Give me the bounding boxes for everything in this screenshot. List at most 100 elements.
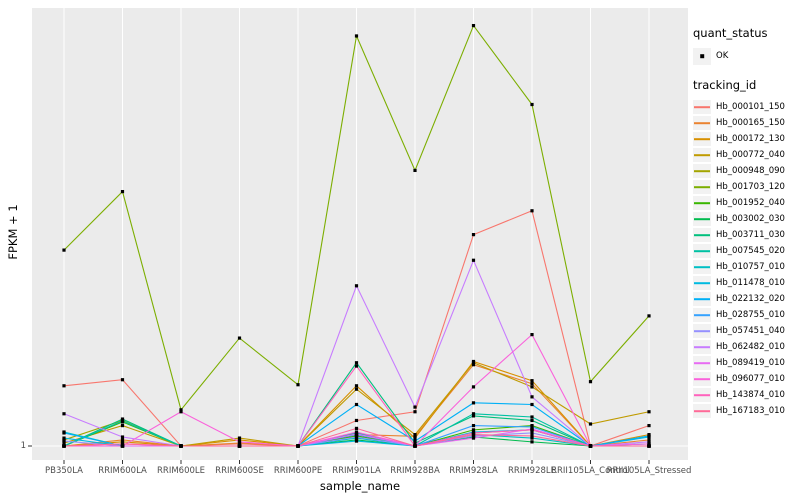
legend-key-box: [693, 244, 711, 258]
y-axis-tick-label: 1: [20, 441, 26, 451]
data-point: [62, 412, 66, 416]
legend-key-box: [693, 388, 711, 402]
line-swatch-icon: [694, 250, 710, 252]
data-point: [413, 439, 417, 443]
data-point: [647, 434, 651, 438]
legend-item-Hb_089419_010: Hb_089419_010: [693, 355, 799, 371]
data-point: [62, 441, 66, 445]
line-swatch-icon: [694, 298, 710, 300]
data-point: [354, 418, 359, 423]
legend-key-box: [693, 164, 711, 178]
data-point: [120, 423, 125, 428]
legend-item-Hb_001952_040: Hb_001952_040: [693, 195, 799, 211]
y-axis-title: FPKM + 1: [6, 204, 20, 260]
legend-item-Hb_028755_010: Hb_028755_010: [693, 307, 799, 323]
data-point: [413, 168, 417, 173]
legend-item-label: Hb_022132_020: [716, 294, 785, 304]
data-point: [237, 440, 242, 444]
data-point: [530, 434, 534, 438]
gridlines: [32, 8, 688, 460]
data-point: [530, 418, 534, 423]
legend-item-label: Hb_062482_010: [716, 342, 785, 352]
data-point: [354, 432, 359, 436]
x-tick-label: RRIM928LA: [449, 466, 498, 476]
legend-item-Hb_003002_030: Hb_003002_030: [693, 211, 799, 227]
legend-key-box: [693, 340, 711, 354]
legend-item-Hb_001703_120: Hb_001703_120: [693, 179, 799, 195]
data-point: [647, 410, 651, 414]
data-point: [471, 361, 476, 365]
x-tick-label: RRII105LA_Stressed: [606, 466, 692, 476]
data-point: [237, 444, 242, 448]
data-point: [588, 380, 593, 384]
data-point: [647, 442, 651, 446]
data-point: [354, 435, 359, 439]
data-point: [120, 438, 125, 442]
data-point: [647, 440, 651, 444]
data-point: [530, 333, 534, 337]
data-point: [530, 425, 534, 429]
legend-item-Hb_000948_090: Hb_000948_090: [693, 163, 799, 179]
legend-key-box: [693, 148, 711, 162]
panel-background: [32, 8, 688, 460]
data-point: [62, 431, 66, 435]
legend-key-box: [693, 228, 711, 242]
data-point: [296, 383, 300, 387]
legend-item-label: Hb_000101_150: [716, 102, 785, 112]
legend-item-label: Hb_007545_020: [716, 246, 785, 256]
data-point: [471, 401, 476, 405]
line-swatch-icon: [694, 186, 710, 188]
legend-item-Hb_022132_020: Hb_022132_020: [693, 291, 799, 307]
legend-key-box: [693, 404, 711, 418]
line-swatch-icon: [694, 378, 710, 380]
data-point: [237, 436, 242, 440]
legend-item-Hb_003711_030: Hb_003711_030: [693, 227, 799, 243]
data-point: [647, 314, 651, 318]
line-swatch-icon: [694, 314, 710, 316]
legend-key-box: [693, 356, 711, 370]
data-point: [354, 361, 359, 365]
legend-key-box: [693, 212, 711, 226]
data-point: [530, 440, 534, 444]
data-point: [588, 422, 593, 426]
legend-item-Hb_000165_150: Hb_000165_150: [693, 115, 799, 131]
data-point: [471, 233, 476, 237]
data-point: [471, 363, 476, 367]
data-point: [588, 444, 593, 448]
data-point: [120, 440, 125, 444]
legend-item-label: Hb_011478_010: [716, 278, 785, 288]
data-point: [413, 410, 417, 414]
data-point: [354, 426, 359, 430]
legend-item-label: OK: [716, 51, 729, 61]
x-axis-title: sample_name: [319, 479, 401, 493]
data-point: [471, 385, 476, 389]
x-tick-label: RRIM901LA: [332, 466, 381, 476]
data-point: [471, 258, 476, 262]
data-point: [354, 384, 359, 388]
x-tick-label: RRIM600LA: [98, 466, 147, 476]
legend-key-box: [693, 116, 711, 130]
line-swatch-icon: [694, 410, 710, 412]
legend-item-label: Hb_000948_090: [716, 166, 785, 176]
legend-key-box: [693, 132, 711, 146]
legend-item-label: Hb_003711_030: [716, 230, 785, 240]
data-point: [647, 438, 651, 442]
line-swatch-icon: [694, 266, 710, 268]
data-point: [62, 439, 66, 443]
point-marker-icon: [700, 54, 704, 58]
data-point: [471, 414, 476, 418]
data-point: [237, 336, 242, 340]
legend-item-label: Hb_000165_150: [716, 118, 785, 128]
data-point: [120, 417, 125, 421]
data-point: [354, 430, 359, 434]
data-point: [354, 387, 359, 391]
legend-item-label: Hb_096077_010: [716, 374, 785, 384]
data-point: [237, 438, 242, 442]
data-point: [179, 410, 183, 414]
line-swatch-icon: [694, 170, 710, 172]
data-point: [530, 415, 534, 419]
legend-item-label: Hb_001703_120: [716, 182, 785, 192]
legend-key-box: [693, 372, 711, 386]
